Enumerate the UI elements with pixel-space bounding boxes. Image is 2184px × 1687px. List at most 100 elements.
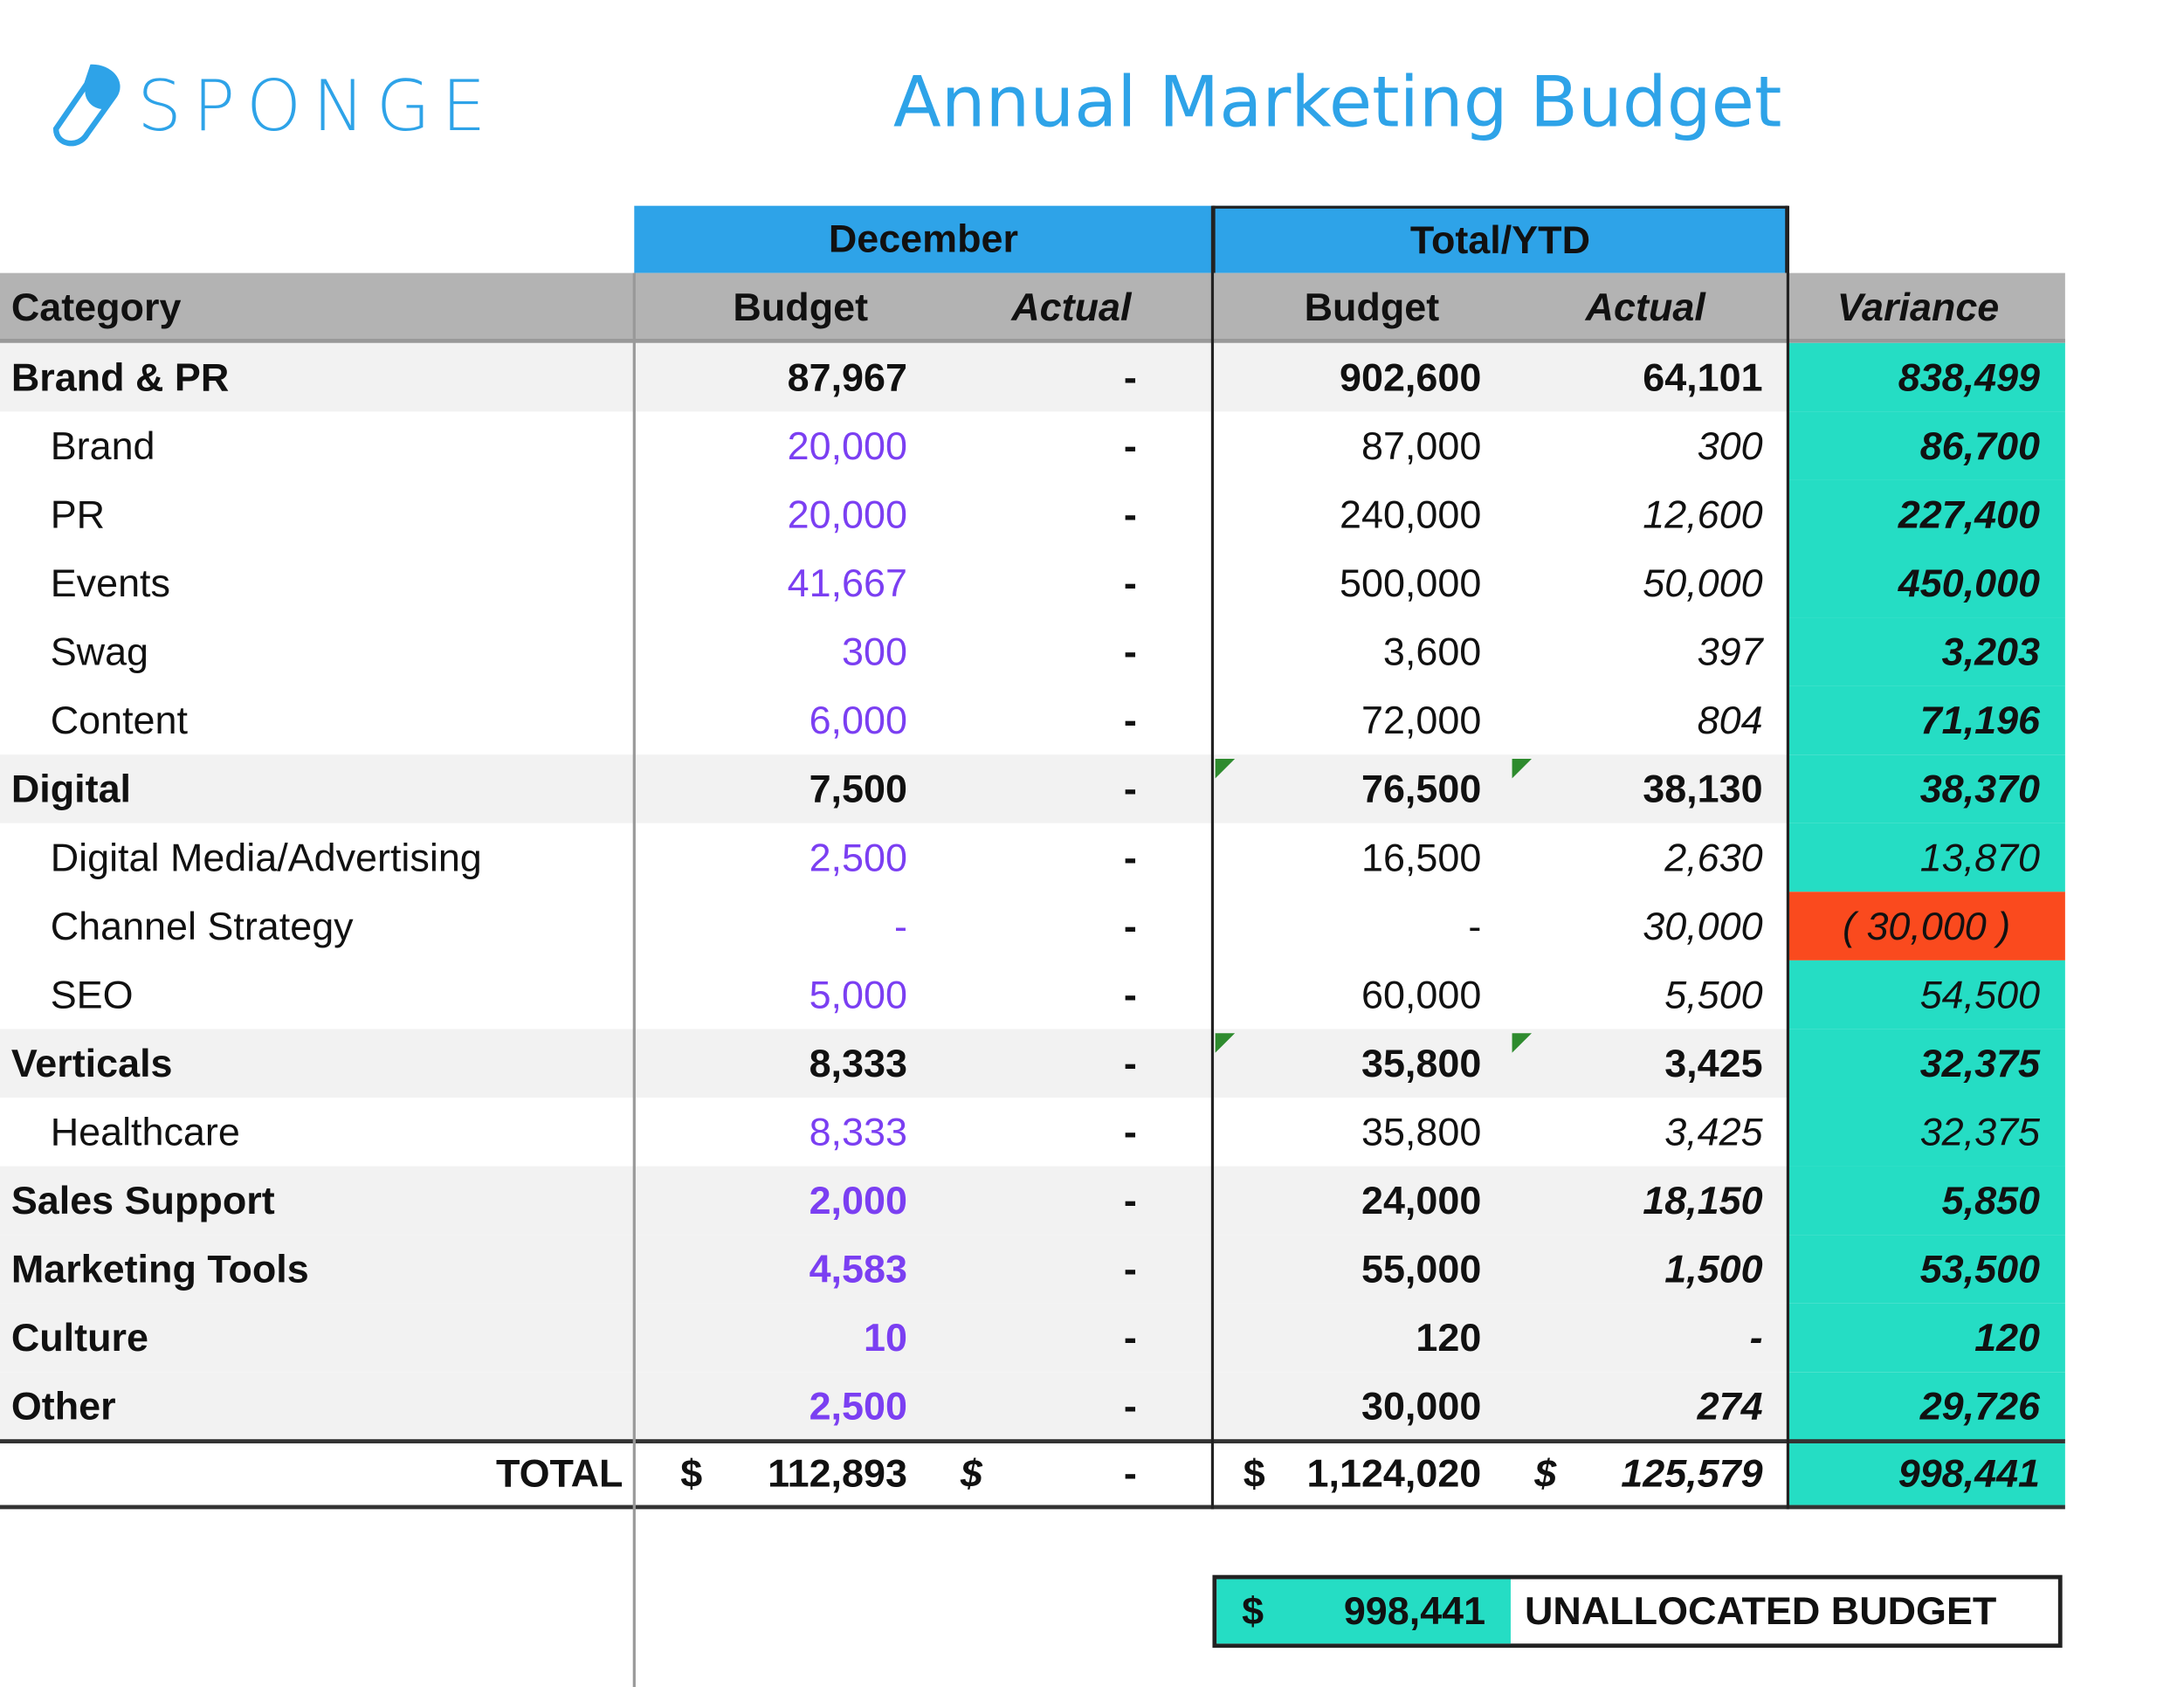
- dec-actual-cell: -: [1123, 1109, 1137, 1153]
- dec-actual-cell: -: [1123, 1315, 1137, 1360]
- divider: [632, 272, 636, 1687]
- dec-actual-cell: -: [1123, 903, 1137, 947]
- ytd-budget-cell: 120: [1416, 1315, 1482, 1360]
- ytd-actual-cell: 18,150: [1643, 1178, 1763, 1222]
- variance-cell: 838,499: [1788, 342, 2065, 412]
- ytd-actual-cell: -: [1749, 1315, 1763, 1360]
- table-row: Verticals 8,333 - 35,800 3,425 32,375: [0, 1029, 2065, 1098]
- table-row: Digital Media/Advertising 2,500 - 16,500 2,6…: [0, 823, 2065, 892]
- comment-indicator-icon[interactable]: [1512, 1033, 1533, 1053]
- category-cell: Marketing Tools: [10, 1246, 309, 1291]
- table-row: Brand & PR 87,967 - 902,600 64,101 838,499: [0, 342, 2065, 412]
- category-cell: Sales Support: [10, 1178, 275, 1222]
- variance-cell: 3,203: [1788, 617, 2065, 686]
- header-category: Category: [10, 286, 182, 329]
- category-cell: Culture: [10, 1315, 148, 1360]
- category-cell: SEO: [50, 972, 134, 1016]
- table-row: Healthcare 8,333 - 35,800 3,425 32,375: [0, 1097, 2065, 1167]
- dec-actual-cell: -: [1123, 629, 1137, 673]
- total-ytd-budget-currency: $: [1243, 1451, 1265, 1496]
- comment-indicator-icon[interactable]: [1215, 758, 1236, 779]
- divider: [1210, 205, 1215, 1510]
- category-cell: Swag: [50, 629, 149, 673]
- unallocated-amount-cell: $ 998,441: [1216, 1579, 1511, 1644]
- dec-budget-cell: 2,500: [809, 835, 907, 879]
- header-variance: Variance: [1836, 286, 2000, 329]
- ytd-actual-cell: 5,500: [1664, 972, 1763, 1016]
- dec-actual-cell: -: [1123, 1178, 1137, 1222]
- ytd-budget-cell: 35,800: [1361, 1109, 1482, 1153]
- dec-budget-cell: 300: [842, 629, 907, 673]
- category-cell: Channel Strategy: [50, 903, 354, 947]
- category-cell: Brand & PR: [10, 355, 230, 399]
- header-dec-actual: Actual: [1011, 286, 1132, 329]
- variance-cell: 13,870: [1788, 823, 2065, 892]
- total-dec-budget: 112,893: [768, 1451, 907, 1496]
- dec-budget-cell: 7,500: [809, 766, 907, 810]
- ytd-budget-cell: 35,800: [1361, 1041, 1482, 1084]
- ytd-budget-cell: 240,000: [1340, 492, 1482, 536]
- variance-cell: 53,500: [1788, 1235, 2065, 1304]
- page-title: Annual Marketing Budget: [892, 61, 1782, 143]
- comment-indicator-icon[interactable]: [1215, 1033, 1236, 1053]
- sponge-logo-icon: [52, 64, 121, 147]
- dec-actual-cell: -: [1123, 766, 1137, 810]
- variance-cell: 29,726: [1788, 1372, 2065, 1441]
- total-variance: 998,441: [1788, 1443, 2065, 1505]
- category-cell: PR: [50, 492, 106, 536]
- ytd-budget-cell: 76,500: [1361, 766, 1482, 810]
- header-ytd-actual: Actual: [1585, 286, 1705, 329]
- ytd-budget-cell: 87,000: [1361, 423, 1482, 467]
- comment-indicator-icon[interactable]: [1512, 758, 1533, 779]
- ytd-budget-cell: 902,600: [1340, 355, 1482, 399]
- ytd-actual-cell: 274: [1697, 1383, 1763, 1428]
- ytd-actual-cell: 300: [1697, 423, 1763, 467]
- group-header-december: December: [634, 205, 1213, 273]
- category-cell: Digital: [10, 766, 132, 810]
- dec-budget-cell: 2,500: [809, 1383, 907, 1428]
- ytd-actual-cell: 30,000: [1643, 903, 1763, 947]
- table-row: Culture 10-120-120: [0, 1303, 2065, 1373]
- variance-cell: ( 30,000 ): [1788, 892, 2065, 961]
- ytd-actual-cell: 397: [1697, 629, 1763, 673]
- dec-actual-cell: -: [1123, 1246, 1137, 1291]
- total-dec-actual-currency: $: [960, 1451, 982, 1496]
- dec-budget-cell: 6,000: [809, 698, 907, 741]
- ytd-actual-cell: 1,500: [1664, 1246, 1763, 1291]
- variance-cell: 86,700: [1788, 411, 2065, 480]
- category-cell: Content: [50, 698, 188, 741]
- table-row: Sales Support 2,000 - 24,000 18,150 5,850: [0, 1166, 2065, 1236]
- ytd-budget-cell: 60,000: [1361, 972, 1482, 1016]
- variance-cell: 32,375: [1788, 1097, 2065, 1167]
- dec-actual-cell: -: [1123, 492, 1137, 536]
- dec-budget-cell: 8,333: [809, 1041, 907, 1084]
- table-row: Digital 7,500 - 76,500 38,130 38,370: [0, 754, 2065, 823]
- category-cell: Digital Media/Advertising: [50, 835, 482, 879]
- table-row: Events 41,667 - 500,000 50,000 450,000: [0, 548, 2065, 618]
- category-cell: Healthcare: [50, 1109, 240, 1153]
- table-row: SEO 5,000 - 60,000 5,500 54,500: [0, 960, 2065, 1029]
- ytd-actual-cell: 50,000: [1643, 561, 1763, 604]
- total-row: TOTAL $ 112,893 $ - $ 1,124,020 $ 125,57…: [0, 1439, 2065, 1510]
- ytd-budget-cell: 3,600: [1382, 629, 1482, 673]
- dec-budget-cell: 20,000: [787, 423, 907, 467]
- dec-budget-cell: 41,667: [787, 561, 907, 604]
- header-dec-budget: Budget: [733, 286, 869, 329]
- ytd-budget-cell: 16,500: [1361, 835, 1482, 879]
- category-cell: Verticals: [10, 1041, 173, 1084]
- ytd-actual-cell: 804: [1697, 698, 1763, 741]
- dec-budget-cell: 2,000: [809, 1178, 907, 1222]
- dec-budget-cell: 8,333: [809, 1109, 907, 1153]
- category-cell: Events: [50, 561, 170, 604]
- total-dec-actual: -: [1123, 1451, 1137, 1496]
- ytd-actual-cell: 3,425: [1664, 1109, 1763, 1153]
- dec-actual-cell: -: [1123, 355, 1137, 399]
- dec-actual-cell: -: [1123, 423, 1137, 467]
- dec-actual-cell: -: [1123, 972, 1137, 1016]
- dec-actual-cell: -: [1123, 561, 1137, 604]
- table-row: Marketing Tools 4,583 - 55,000 1,500 53,500: [0, 1235, 2065, 1304]
- dec-budget-cell: -: [893, 903, 907, 947]
- category-cell: Brand: [50, 423, 155, 467]
- column-header-row: Category Budget Actual Budget Actual Var…: [0, 272, 2065, 343]
